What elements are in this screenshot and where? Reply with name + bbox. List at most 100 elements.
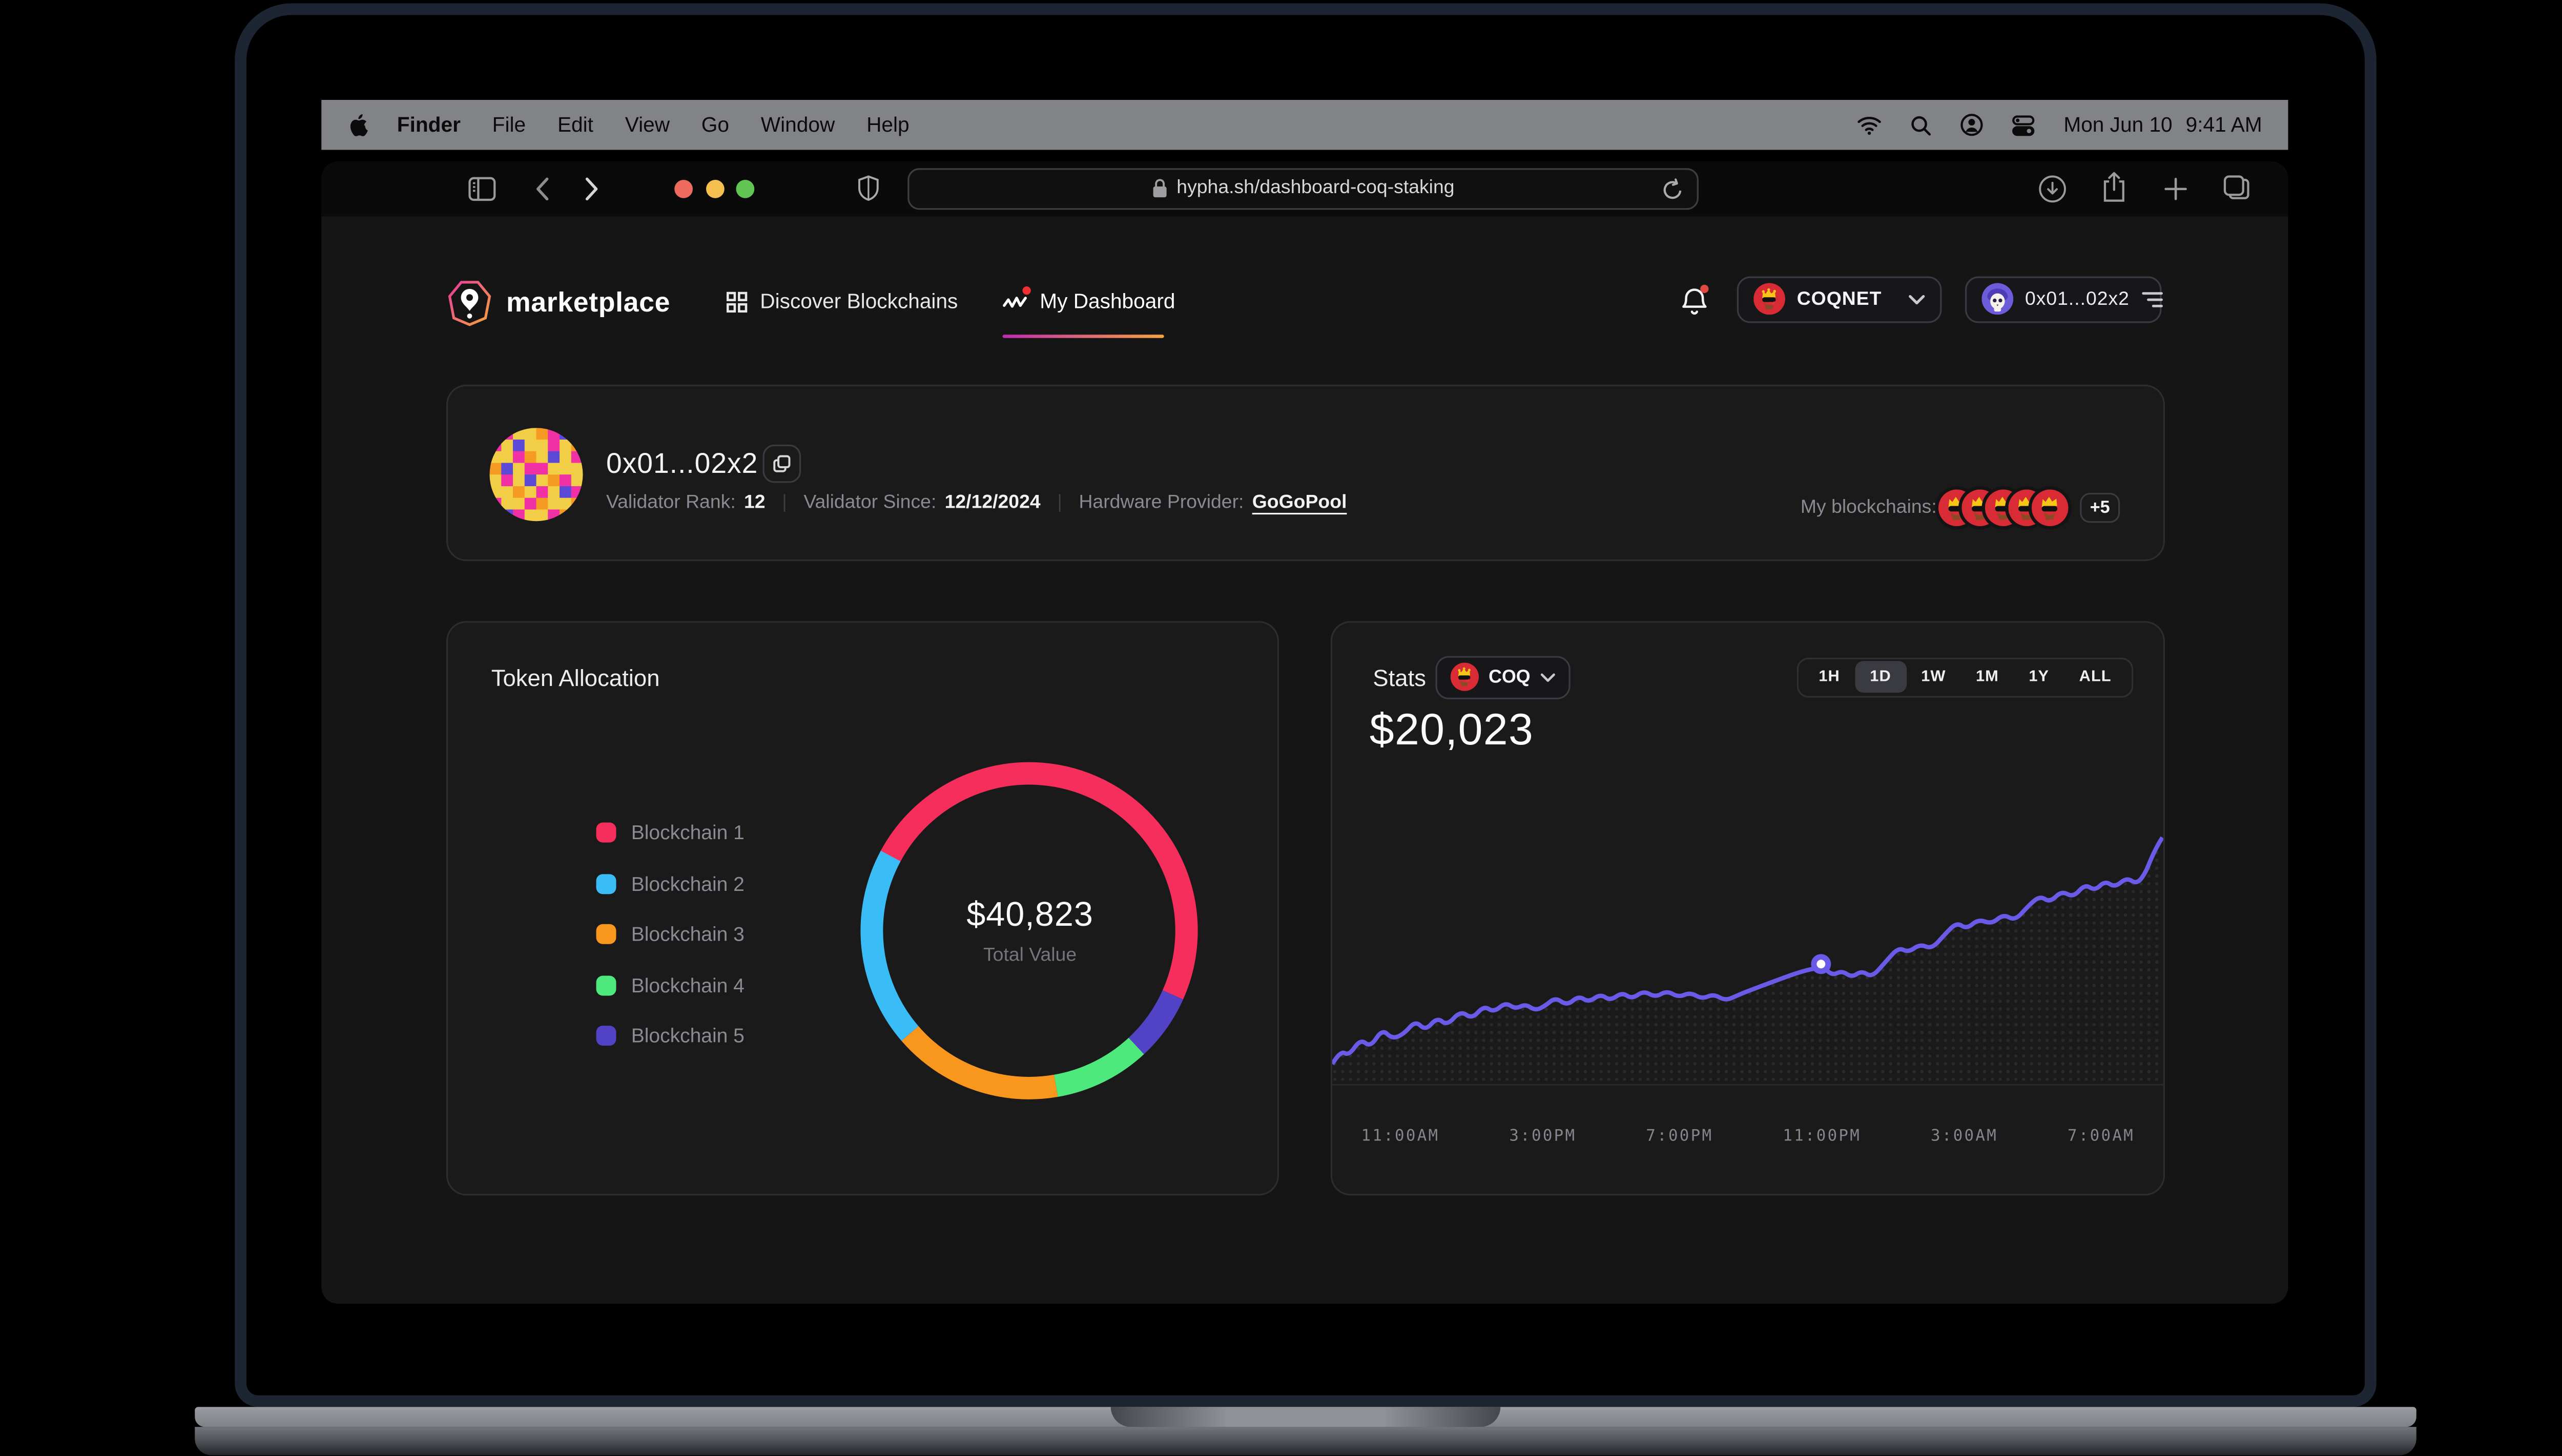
dashboard-page: marketplace Discover Blockchains My Dash…	[322, 216, 2289, 1304]
range-1d-button[interactable]: 1D	[1855, 661, 1906, 693]
legend-item[interactable]: Blockchain 1	[596, 821, 745, 844]
network-selector[interactable]: COQNET	[1737, 276, 1942, 322]
legend-swatch	[596, 1026, 616, 1047]
token-selector[interactable]: COQ	[1435, 655, 1571, 699]
legend-swatch	[596, 822, 616, 843]
network-name: COQNET	[1796, 289, 1882, 309]
menubar-item-help[interactable]: Help	[866, 113, 910, 137]
menubar-item-window[interactable]: Window	[760, 113, 835, 137]
current-price: $20,023	[1369, 704, 1534, 755]
avatar	[489, 428, 583, 522]
range-all-button[interactable]: ALL	[2064, 661, 2126, 693]
spotlight-search-icon[interactable]	[1910, 114, 1932, 136]
active-nav-underline	[1003, 334, 1165, 338]
x-tick: 3:00AM	[1931, 1127, 1998, 1146]
legend-item[interactable]: Blockchain 5	[596, 1025, 745, 1048]
activity-pulse-icon	[1003, 286, 1032, 311]
nav-label: My Dashboard	[1040, 289, 1175, 314]
menubar-item-file[interactable]: File	[492, 113, 526, 137]
range-1m-button[interactable]: 1M	[1961, 661, 2014, 693]
minimize-window-button[interactable]	[706, 180, 725, 198]
macos-menubar: Finder File Edit View Go Window Help Mon…	[322, 100, 2289, 150]
meta-since: Validator Since: 12/12/2024	[803, 493, 1041, 513]
more-blockchains-badge[interactable]: +5	[2080, 493, 2120, 523]
my-blockchains: My blockchains: +5	[1800, 489, 2120, 526]
lock-icon	[1152, 179, 1167, 199]
card-title: Token Allocation	[491, 664, 660, 691]
chevron-down-icon	[1540, 672, 1555, 682]
menubar-date[interactable]: Mon Jun 10	[2063, 113, 2173, 137]
copy-address-button[interactable]	[762, 444, 801, 483]
back-icon[interactable]	[535, 177, 550, 202]
chevron-down-icon	[1908, 294, 1925, 304]
x-tick: 7:00PM	[1646, 1127, 1713, 1146]
legend-item[interactable]: Blockchain 3	[596, 923, 745, 946]
downloads-icon[interactable]	[2039, 175, 2067, 203]
wallet-avatar	[1981, 283, 2014, 316]
blockchain-coin-icon[interactable]	[2032, 489, 2069, 526]
menubar-time[interactable]: 9:41 AM	[2185, 113, 2262, 137]
wifi-icon[interactable]	[1857, 115, 1882, 135]
wallet-menu[interactable]: 0x01...02x2	[1965, 276, 2163, 322]
address-bar[interactable]: hypha.sh/dashboard-coq-staking	[907, 168, 1699, 209]
x-tick: 7:00AM	[2067, 1127, 2135, 1146]
marketplace-logo-icon	[446, 278, 493, 328]
x-tick: 11:00PM	[1783, 1127, 1862, 1146]
time-range-selector: 1H 1D 1W 1M 1Y ALL	[1797, 657, 2133, 697]
token-name: COQ	[1489, 667, 1531, 688]
brand[interactable]: marketplace	[446, 280, 670, 326]
validator-meta: Validator Rank: 12 | Validator Since: 12/1…	[606, 493, 1347, 513]
safari-window: hypha.sh/dashboard-coq-staking	[322, 161, 2289, 1304]
close-window-button[interactable]	[675, 180, 694, 198]
stats-card: Stats COQ 1H 1D 1W 1M 1Y ALL	[1331, 621, 2165, 1196]
range-1h-button[interactable]: 1H	[1804, 661, 1855, 693]
legend-swatch	[596, 924, 616, 945]
x-tick: 11:00AM	[1361, 1127, 1440, 1146]
menubar-item-edit[interactable]: Edit	[557, 113, 593, 137]
price-line-chart	[1333, 834, 2163, 1086]
range-1w-button[interactable]: 1W	[1906, 661, 1961, 693]
coq-token-icon	[1450, 663, 1479, 692]
privacy-shield-icon[interactable]	[858, 175, 880, 201]
range-1y-button[interactable]: 1Y	[2014, 661, 2064, 693]
reload-icon[interactable]	[1662, 177, 1683, 201]
zoom-window-button[interactable]	[736, 180, 755, 198]
token-allocation-card: Token Allocation Blockchain 1 Blockchain…	[446, 621, 1279, 1196]
safari-toolbar: hypha.sh/dashboard-coq-staking	[322, 161, 2289, 217]
notification-dot	[1701, 284, 1709, 293]
total-value-label: Total Value	[983, 945, 1077, 965]
sidebar-toggle-icon[interactable]	[469, 177, 497, 202]
share-icon[interactable]	[2102, 172, 2127, 203]
allocation-donut-chart: $40,823 Total Value	[847, 747, 1213, 1113]
wallet-address: 0x01...02x2	[2024, 289, 2130, 309]
url-text: hypha.sh/dashboard-coq-staking	[1176, 178, 1455, 199]
user-account-icon[interactable]	[1960, 113, 1984, 137]
my-blockchains-label: My blockchains:	[1800, 497, 1937, 518]
total-value: $40,823	[966, 895, 1093, 933]
validator-address: 0x01...02x2	[606, 448, 758, 480]
nav-label: Discover Blockchains	[760, 289, 958, 314]
x-axis-labels: 11:00AM 3:00PM 7:00PM 11:00PM 3:00AM 7:0…	[1333, 1127, 2163, 1146]
allocation-legend: Blockchain 1 Blockchain 2 Blockchain 3 B…	[596, 821, 745, 1048]
nav-discover-blockchains[interactable]: Discover Blockchains	[727, 289, 958, 314]
forward-icon[interactable]	[585, 177, 600, 202]
nav-my-dashboard[interactable]: My Dashboard	[1003, 286, 1175, 314]
menubar-item-view[interactable]: View	[625, 113, 670, 137]
menubar-item-go[interactable]: Go	[701, 113, 730, 137]
x-tick: 3:00PM	[1509, 1127, 1577, 1146]
legend-item[interactable]: Blockchain 4	[596, 974, 745, 997]
coqnet-token-icon	[1753, 283, 1785, 316]
control-center-icon[interactable]	[2012, 114, 2036, 136]
tab-overview-icon[interactable]	[2224, 175, 2252, 201]
laptop-base	[195, 1426, 2416, 1455]
menubar-item-finder[interactable]: Finder	[397, 113, 461, 137]
apple-menu-icon[interactable]	[349, 113, 369, 137]
card-title: Stats	[1373, 664, 1426, 691]
new-tab-icon[interactable]	[2164, 177, 2189, 202]
validator-profile-card: 0x01...02x2 Validator Rank: 12 | Validato…	[446, 384, 2165, 561]
notifications-bell-icon[interactable]	[1681, 284, 1709, 317]
meta-rank: Validator Rank: 12	[606, 493, 766, 513]
meta-hardware-provider[interactable]: Hardware Provider: GoGoPool	[1079, 493, 1347, 513]
legend-item[interactable]: Blockchain 2	[596, 872, 745, 895]
